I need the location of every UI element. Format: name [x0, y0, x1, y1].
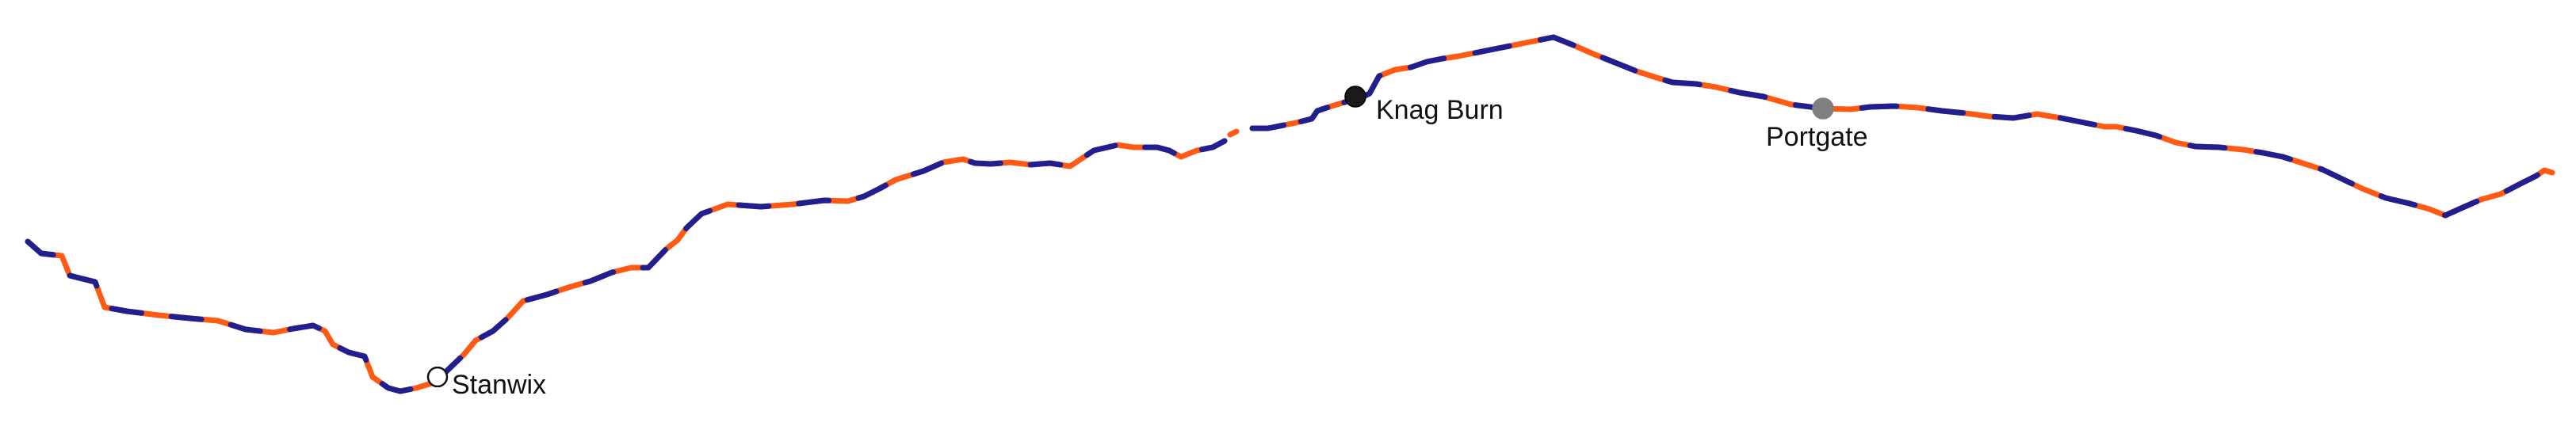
portgate-marker	[1812, 97, 1834, 120]
route-dash-segment-central	[1354, 34, 2555, 219]
place-stanwix: Stanwix	[426, 366, 546, 400]
wall-route-line	[25, 34, 2555, 394]
portgate-label: Portgate	[1766, 122, 1868, 152]
stanwix-marker	[426, 366, 449, 388]
route-blue-dashes	[25, 34, 2555, 394]
knag-burn-label: Knag Burn	[1376, 95, 1504, 125]
knag-burn-marker	[1344, 86, 1366, 108]
route-segment-gap-east	[1227, 97, 1360, 138]
route-dash-segment-west	[25, 138, 1228, 394]
stanwix-label: Stanwix	[452, 370, 546, 400]
route-segment-west	[25, 138, 1228, 394]
route-segment-central	[1354, 34, 2555, 219]
route-dash-segment-gap-east	[1249, 97, 1360, 131]
route-orange-base	[25, 34, 2555, 394]
place-knag-burn: Knag Burn	[1344, 86, 1504, 125]
place-portgate: Portgate	[1766, 97, 1868, 152]
